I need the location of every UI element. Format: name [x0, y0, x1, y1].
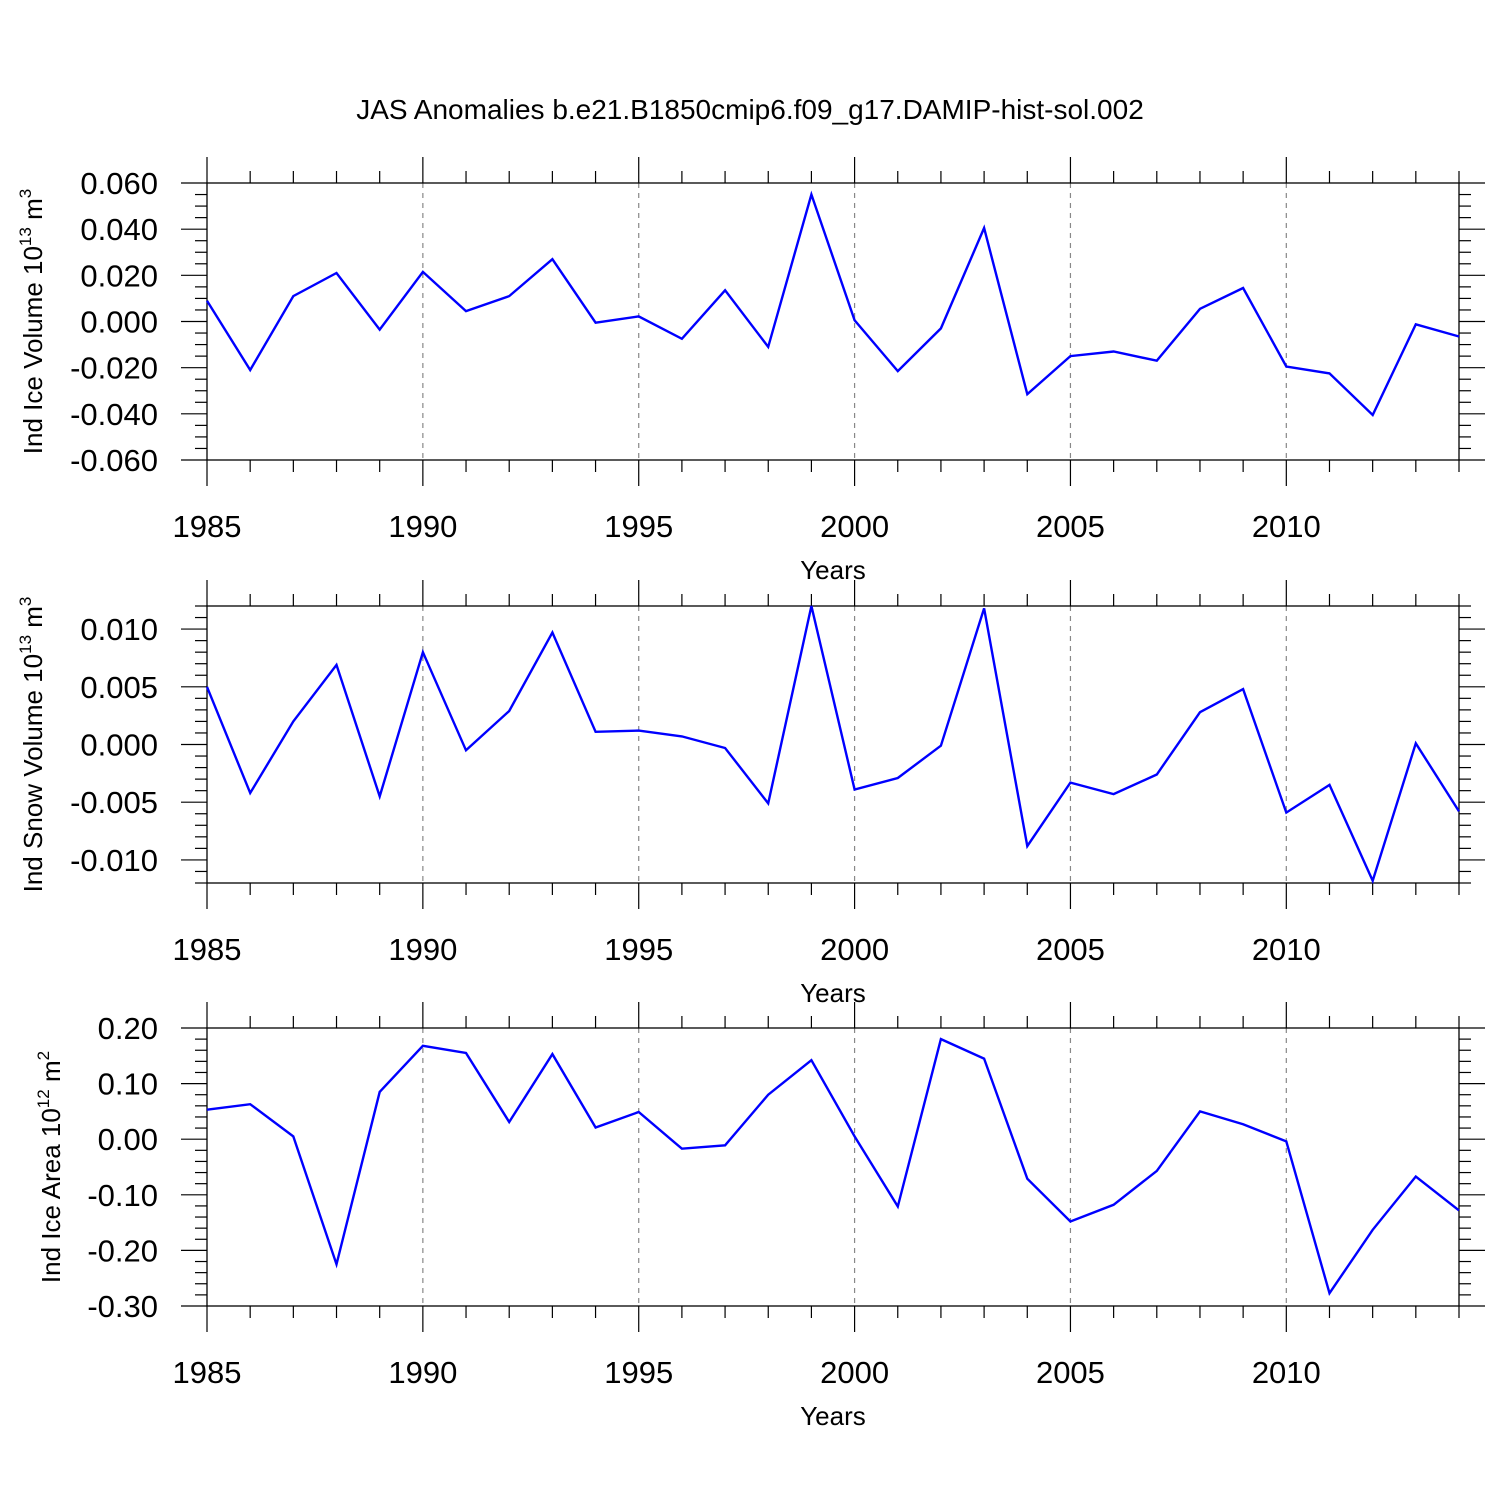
ytick-label: 0.10: [98, 1067, 158, 1102]
y-axis-title-exponent: 13: [16, 635, 35, 654]
xtick-label: 1985: [173, 509, 242, 544]
ytick-label: 0.000: [80, 305, 158, 340]
xtick-label: 2010: [1252, 1355, 1321, 1390]
y-axis-title: Ind Snow Volume 1013 m3: [16, 597, 48, 893]
plot-frame: [206, 182, 1460, 461]
xtick-label: 2000: [820, 509, 889, 544]
x-axis-title: Years: [800, 555, 866, 585]
ytick-label: -0.010: [70, 843, 158, 878]
xtick-label: 1985: [173, 1355, 242, 1390]
ytick-label: 0.060: [80, 166, 158, 201]
ytick-label: 0.000: [80, 728, 158, 763]
xtick-label: 2000: [820, 932, 889, 967]
y-axis-title-exponent: 12: [34, 1089, 53, 1108]
xtick-label: 2010: [1252, 509, 1321, 544]
ytick-label: 0.00: [98, 1122, 158, 1157]
xtick-label: 1990: [388, 932, 457, 967]
y-axis-title: Ind Ice Volume 1013 m3: [16, 189, 48, 454]
y-axis-title-unit-exponent: 2: [34, 1051, 53, 1060]
ytick-label: 0.20: [98, 1011, 158, 1046]
panel-snow-volume: 1985 1990 1995 2000 2005 2010 -0.010 -0.005 0.00…: [16, 580, 1485, 1008]
xtick-label: 1985: [173, 932, 242, 967]
y-axis-title-text: Ind Snow Volume 10: [18, 654, 48, 893]
xtick-label: 2005: [1036, 509, 1105, 544]
xtick-label: 2010: [1252, 932, 1321, 967]
ytick-label: -0.20: [87, 1233, 158, 1268]
series-line: [205, 605, 1461, 885]
y-axis-title-text: Ind Ice Area 10: [36, 1108, 66, 1283]
ytick-label: -0.30: [87, 1289, 158, 1324]
ytick-label: -0.10: [87, 1178, 158, 1213]
xtick-label: 2000: [820, 1355, 889, 1390]
xtick-label: 1995: [604, 932, 673, 967]
y-axis-title-unit: m: [18, 606, 48, 635]
x-axis-title: Years: [800, 1401, 866, 1431]
xtick-label: 2005: [1036, 932, 1105, 967]
y-axis-title-unit-exponent: 3: [16, 189, 35, 198]
y-axis-title-unit: m: [18, 198, 48, 227]
y-axis-title-text: Ind Ice Volume 10: [18, 246, 48, 454]
y-axis-title: Ind Ice Area 1012 m2: [34, 1051, 66, 1283]
ytick-label: -0.060: [70, 443, 158, 478]
ytick-label: 0.010: [80, 612, 158, 647]
y-axis-title-unit-exponent: 3: [16, 597, 35, 606]
xtick-label: 2005: [1036, 1355, 1105, 1390]
ytick-label: -0.020: [70, 351, 158, 386]
panel-ice-volume: 1985 1990 1995 2000 2005 2010 -0.060 -0.040 -0.0…: [16, 157, 1485, 585]
ytick-label: 0.005: [80, 670, 158, 705]
xtick-label: 1995: [604, 509, 673, 544]
series-line: [205, 190, 1460, 418]
y-axis-title-unit: m: [36, 1060, 66, 1089]
plot-frame: [206, 1027, 1460, 1307]
ytick-label: 0.020: [80, 258, 158, 293]
series-line: [206, 1037, 1460, 1296]
xtick-label: 1990: [388, 1355, 457, 1390]
xtick-label: 1990: [388, 509, 457, 544]
xtick-label: 1995: [604, 1355, 673, 1390]
y-axis-title-exponent: 13: [16, 227, 35, 246]
ytick-label: 0.040: [80, 212, 158, 247]
panel-ice-area: 1985 1990 1995 2000 2005 2010 -0.30 -0.20 -0.10 0…: [34, 1002, 1485, 1431]
x-axis-title: Years: [800, 978, 866, 1008]
figure-title: JAS Anomalies b.e21.B1850cmip6.f09_g17.D…: [356, 94, 1144, 125]
ytick-label: -0.005: [70, 785, 158, 820]
ytick-label: -0.040: [70, 397, 158, 432]
